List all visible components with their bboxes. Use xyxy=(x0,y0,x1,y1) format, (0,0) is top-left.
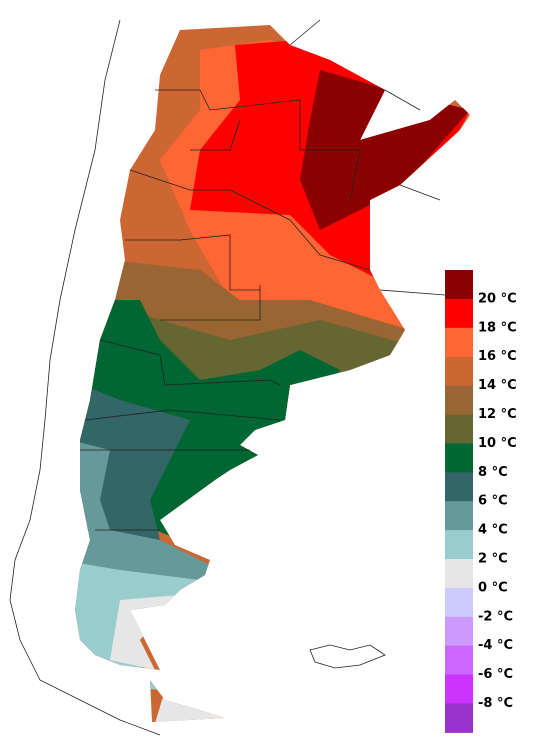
zone xyxy=(75,440,220,600)
legend-label: 6 °C xyxy=(478,494,508,509)
legend-label: 2 °C xyxy=(478,552,508,567)
legend-label: -8 °C xyxy=(478,696,513,711)
legend-label: -4 °C xyxy=(478,638,513,653)
coastline xyxy=(9,19,161,736)
legend-swatch xyxy=(445,443,473,473)
falkland-islands xyxy=(309,644,386,669)
legend-swatch xyxy=(445,645,473,676)
legend-swatch xyxy=(445,616,473,647)
legend-label: 16 °C xyxy=(478,349,517,364)
legend-swatch xyxy=(445,472,473,502)
province-border xyxy=(80,89,371,531)
legend-label: -2 °C xyxy=(478,609,513,624)
zone xyxy=(110,595,250,722)
legend-swatch xyxy=(445,356,473,387)
legend-swatch xyxy=(445,559,473,589)
legend-label: 12 °C xyxy=(478,407,517,422)
legend-swatch xyxy=(445,414,473,444)
legend-label: 10 °C xyxy=(478,436,517,451)
legend-label: -6 °C xyxy=(478,667,513,682)
legend: 20 °C 18 °C 16 °C 14 °C 12 °C 10 °C 8 °C 6 °C 4 … xyxy=(445,270,517,733)
legend-swatch xyxy=(445,501,473,531)
legend-label: 0 °C xyxy=(478,580,508,595)
legend-swatch xyxy=(445,703,473,733)
legend-swatch xyxy=(445,385,473,415)
legend-label: 18 °C xyxy=(478,320,517,335)
legend-swatch xyxy=(445,674,473,704)
legend-swatch xyxy=(445,530,473,560)
legend-label: 8 °C xyxy=(478,465,508,480)
legend-swatch xyxy=(445,270,473,300)
legend-label: 20 °C xyxy=(478,291,517,306)
legend-swatch xyxy=(445,587,473,618)
coastline xyxy=(289,19,446,296)
legend-label: 4 °C xyxy=(478,523,508,538)
legend-swatch xyxy=(445,327,473,358)
legend-swatch xyxy=(445,298,473,329)
legend-label: 14 °C xyxy=(478,378,517,393)
